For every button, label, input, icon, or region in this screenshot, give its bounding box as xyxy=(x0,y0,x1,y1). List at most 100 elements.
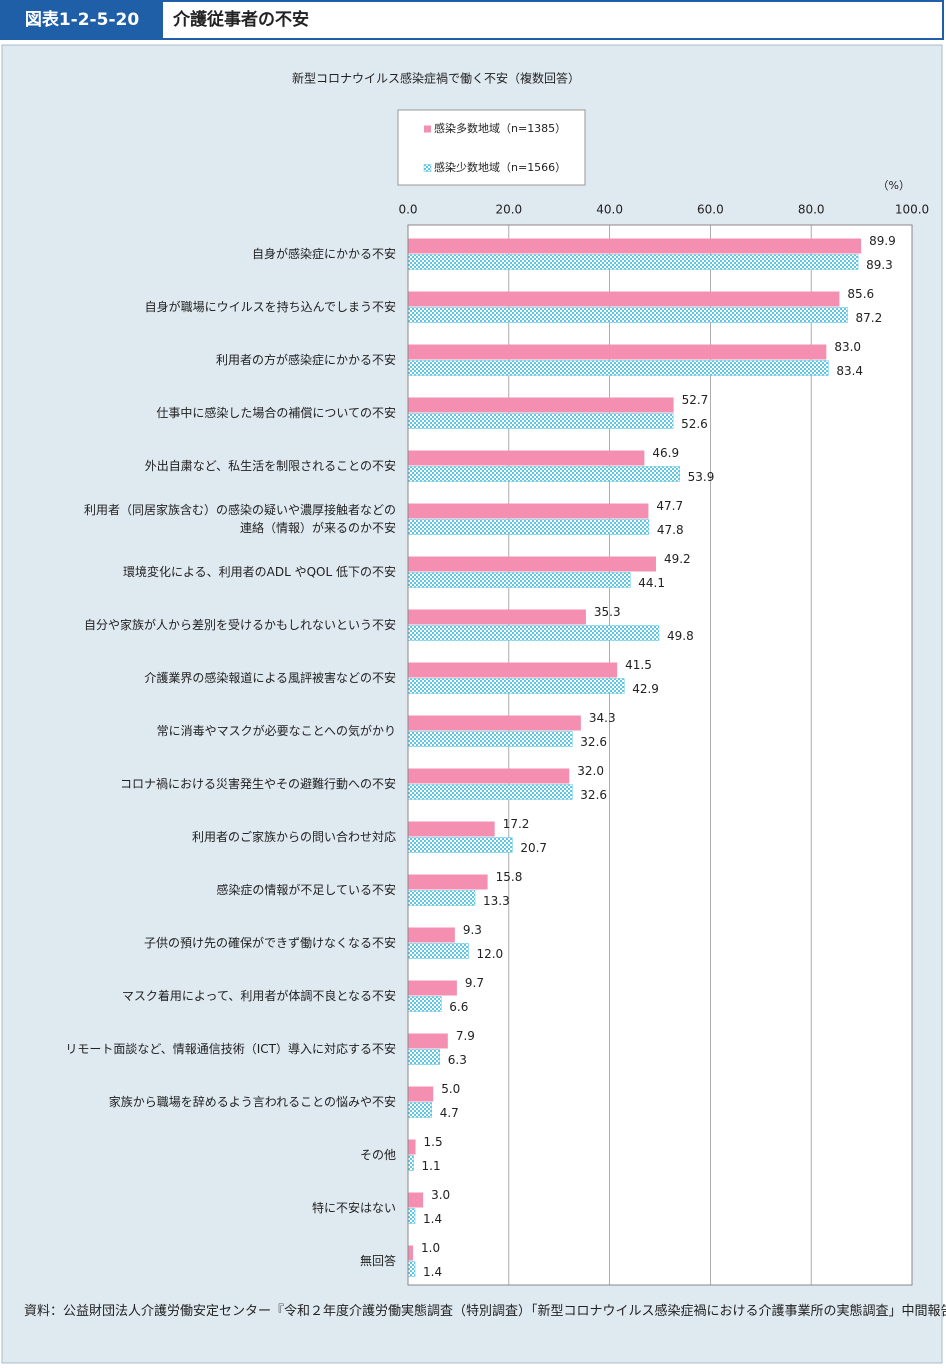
value-label: 47.7 xyxy=(656,499,683,513)
bar xyxy=(407,678,625,694)
legend-swatch xyxy=(423,164,432,172)
bar xyxy=(408,768,570,784)
category-label: マスク着用によって、利用者が体調不良となる不安 xyxy=(121,989,396,1003)
plot-area xyxy=(407,224,913,1286)
bar xyxy=(408,1033,448,1049)
category-label: 自身が感染症にかかる不安 xyxy=(251,247,396,261)
value-label: 9.3 xyxy=(463,923,482,937)
bar xyxy=(408,1139,416,1155)
x-tick-label: 60.0 xyxy=(697,203,724,217)
value-label: 49.2 xyxy=(664,552,691,566)
bar xyxy=(407,890,476,906)
chart-title: 新型コロナウイルス感染症禍で働く不安（複数回答） xyxy=(292,71,580,86)
bar xyxy=(407,360,829,376)
legend-label: 感染少数地域（n=1566） xyxy=(434,160,566,174)
category-label: 仕事中に感染した場合の補償についての不安 xyxy=(156,406,396,420)
value-label: 1.4 xyxy=(423,1265,442,1279)
value-label: 52.7 xyxy=(682,393,709,407)
value-label: 83.4 xyxy=(836,364,863,378)
bar xyxy=(407,466,680,482)
value-label: 35.3 xyxy=(594,605,621,619)
bar xyxy=(407,784,573,800)
value-label: 6.3 xyxy=(448,1053,467,1067)
x-tick-label: 80.0 xyxy=(798,203,825,217)
category-label: 利用者の方が感染症にかかる不安 xyxy=(215,353,396,367)
bar xyxy=(408,821,495,837)
bar xyxy=(408,1086,434,1102)
x-tick-label: 40.0 xyxy=(596,203,623,217)
category-label: リモート面談など、情報通信技術（ICT）導入に対応する不安 xyxy=(65,1042,396,1056)
value-label: 42.9 xyxy=(632,682,659,696)
unit-label: （%） xyxy=(878,179,910,192)
value-label: 83.0 xyxy=(834,340,861,354)
category-label: その他 xyxy=(359,1148,396,1162)
value-label: 44.1 xyxy=(638,576,665,590)
x-tick-label: 0.0 xyxy=(398,203,417,217)
category-label: 自分や家族が人から差別を受けるかもしれないという不安 xyxy=(83,618,396,632)
bar xyxy=(407,625,660,641)
bar xyxy=(408,238,862,254)
value-label: 34.3 xyxy=(589,711,616,725)
value-label: 1.0 xyxy=(421,1241,440,1255)
category-label: 子供の預け先の確保ができず働けなくなる不安 xyxy=(143,936,396,950)
category-label: 外出自粛など、私生活を制限されることの不安 xyxy=(144,459,396,473)
category-label: 特に不安はない xyxy=(311,1201,396,1215)
bar xyxy=(407,943,469,959)
value-label: 49.8 xyxy=(667,629,694,643)
plot-area xyxy=(407,224,913,1286)
bar xyxy=(407,1102,432,1118)
category-label: 常に消毒やマスクが必要なことへの気がかり xyxy=(156,724,396,738)
category-label: コロナ禍における災害発生やその避難行動への不安 xyxy=(119,777,396,791)
value-label: 32.6 xyxy=(580,735,607,749)
value-label: 7.9 xyxy=(456,1029,475,1043)
value-label: 52.6 xyxy=(681,417,708,431)
bar xyxy=(407,254,859,270)
value-label: 20.7 xyxy=(520,841,547,855)
bar xyxy=(408,344,827,360)
category-label: 自身が職場にウイルスを持ち込んでしまう不安 xyxy=(144,300,396,314)
bar xyxy=(408,1192,424,1208)
legend-swatch xyxy=(424,125,431,133)
category-label: 感染症の情報が不足している不安 xyxy=(216,883,396,897)
value-label: 15.8 xyxy=(496,870,523,884)
bar xyxy=(407,1208,416,1224)
value-label: 32.6 xyxy=(580,788,607,802)
figure-label: 図表1-2-5-20 xyxy=(25,9,139,30)
category-label: 利用者（同居家族含む）の感染の疑いや濃厚接触者などの 連絡（情報）が来るのか不安 xyxy=(83,503,396,535)
bar xyxy=(407,1155,414,1171)
value-label: 87.2 xyxy=(855,311,882,325)
bar xyxy=(407,307,848,323)
header-label-bg xyxy=(1,1,163,39)
bar xyxy=(407,1261,416,1277)
value-label: 1.4 xyxy=(423,1212,442,1226)
bar xyxy=(407,1049,441,1065)
value-label: 41.5 xyxy=(625,658,652,672)
value-label: 3.0 xyxy=(431,1188,450,1202)
bar xyxy=(408,715,581,731)
value-label: 89.9 xyxy=(869,234,896,248)
bar xyxy=(408,980,457,996)
bar xyxy=(407,572,631,588)
value-label: 47.8 xyxy=(657,523,684,537)
value-label: 17.2 xyxy=(503,817,530,831)
value-label: 9.7 xyxy=(465,976,484,990)
bar xyxy=(408,927,455,943)
figure-title: 介護従事者の不安 xyxy=(172,9,309,30)
category-label: 介護業界の感染報道による風評被害などの不安 xyxy=(144,671,396,685)
value-label: 13.3 xyxy=(483,894,510,908)
bar xyxy=(408,609,586,625)
legend xyxy=(397,109,586,186)
value-label: 4.7 xyxy=(440,1106,459,1120)
value-label: 53.9 xyxy=(688,470,715,484)
bar xyxy=(407,996,442,1012)
value-label: 6.6 xyxy=(449,1000,468,1014)
bar xyxy=(408,450,645,466)
source-note: 資料：公益財団法人介護労働安定センター『令和２年度介護労働実態調査（特別調査）「… xyxy=(24,1304,946,1319)
value-label: 5.0 xyxy=(441,1082,460,1096)
category-label: 利用者のご家族からの問い合わせ対応 xyxy=(191,830,396,844)
value-label: 85.6 xyxy=(847,287,874,301)
bar xyxy=(408,874,488,890)
value-label: 12.0 xyxy=(476,947,503,961)
